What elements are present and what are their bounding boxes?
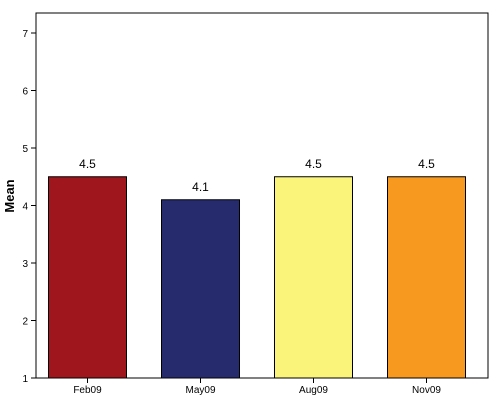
x-tick-label: May09 bbox=[185, 385, 215, 396]
x-tick-label: Aug09 bbox=[299, 385, 328, 396]
y-tick-label: 4 bbox=[22, 202, 28, 213]
x-tick-label: Feb09 bbox=[73, 385, 102, 396]
bar bbox=[161, 199, 240, 379]
y-axis-title: Mean bbox=[2, 179, 17, 212]
data-label: 4.1 bbox=[192, 180, 209, 194]
x-tick-label: Nov09 bbox=[412, 385, 441, 396]
y-tick-label: 3 bbox=[22, 259, 28, 270]
y-tick-label: 2 bbox=[22, 317, 28, 328]
y-tick-label: 5 bbox=[22, 144, 28, 155]
data-label: 4.5 bbox=[79, 157, 96, 171]
data-label: 4.5 bbox=[418, 157, 435, 171]
y-tick-label: 1 bbox=[22, 374, 28, 385]
bar bbox=[48, 176, 127, 379]
y-tick-label: 6 bbox=[22, 87, 28, 98]
bar bbox=[387, 176, 466, 379]
data-label: 4.5 bbox=[305, 157, 322, 171]
y-tick-label: 7 bbox=[22, 29, 28, 40]
plot-frame bbox=[35, 12, 489, 379]
bar bbox=[274, 176, 353, 379]
